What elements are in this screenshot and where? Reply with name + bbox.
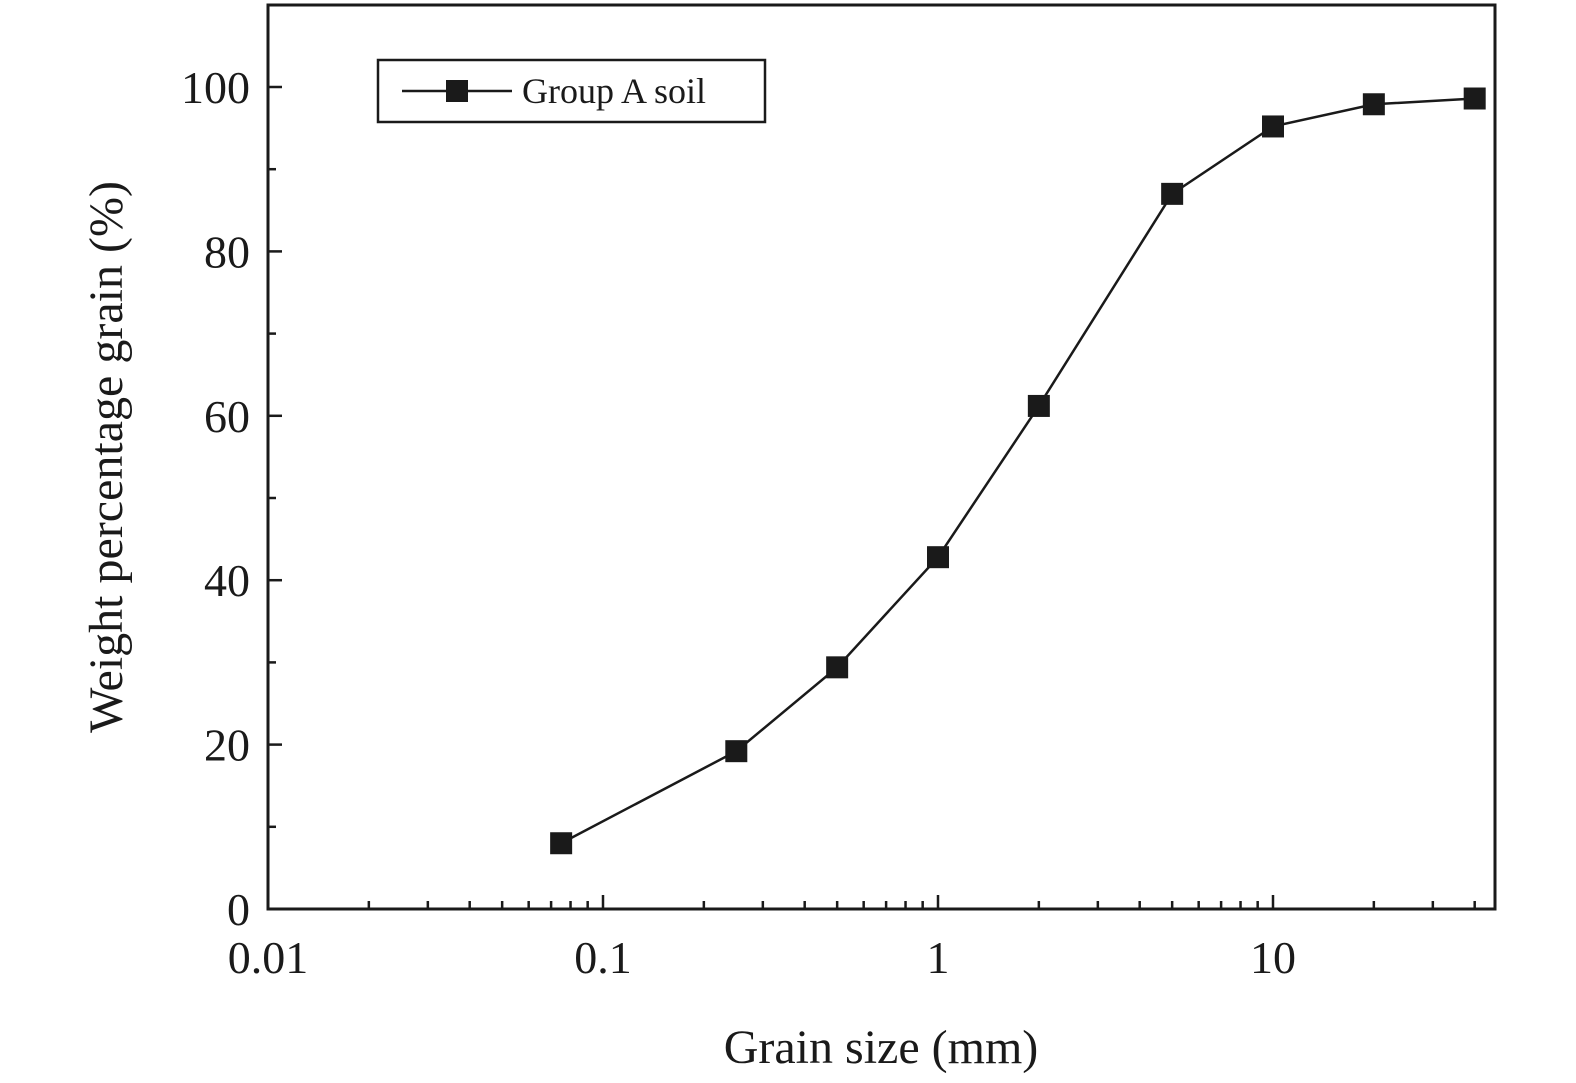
axes: 0 20 40 60 80 100 0.01 0.1 1 10	[181, 3, 1497, 983]
legend-marker	[446, 80, 468, 102]
data-point	[927, 546, 949, 569]
data-point	[1262, 115, 1284, 138]
data-point	[550, 832, 573, 855]
y-axis-title: Weight percentage grain (%)	[80, 181, 133, 733]
y-tick-label: 40	[204, 555, 250, 606]
data-point	[1161, 182, 1184, 205]
y-tick-label: 100	[181, 62, 250, 113]
series-group	[550, 87, 1486, 855]
x-axis-title: Grain size (mm)	[724, 1021, 1039, 1074]
data-point	[725, 740, 748, 763]
x-tick-label: 0.01	[228, 932, 309, 983]
x-tick-label: 0.1	[574, 932, 632, 983]
legend-box	[376, 58, 767, 124]
y-tick-label: 20	[204, 720, 250, 771]
data-point	[1463, 87, 1486, 110]
series-line	[560, 97, 1475, 845]
legend-label: Group A soil	[522, 71, 706, 111]
y-tick-label: 0	[227, 884, 250, 935]
plot-frame	[266, 3, 1497, 911]
legend: Group A soil	[376, 58, 767, 124]
data-point	[826, 656, 849, 679]
x-tick-label: 1	[927, 932, 950, 983]
data-point	[1362, 93, 1385, 116]
y-tick-label: 60	[204, 391, 250, 442]
data-point	[1027, 394, 1050, 417]
x-tick-label: 10	[1250, 932, 1296, 983]
y-tick-label: 80	[204, 226, 250, 277]
